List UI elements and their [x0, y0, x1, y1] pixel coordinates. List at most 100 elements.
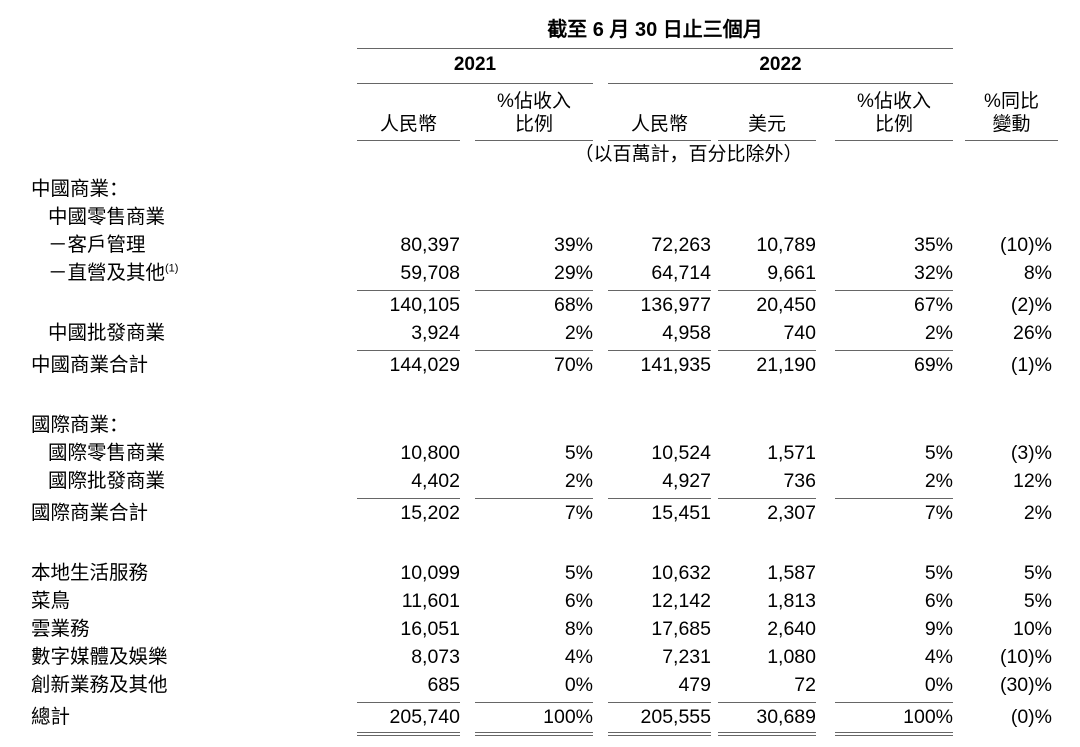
num-cell — [965, 411, 1058, 439]
num-cell: 16,051 — [400, 618, 460, 640]
row-label: 雲業務 — [31, 618, 90, 640]
num-cell: 7% — [564, 502, 593, 524]
row-label: 中國商業： — [31, 178, 129, 200]
table-row: 中國批發商業 3,924 2% 4,958 740 2% 26% — [0, 319, 1080, 351]
row-label: 本地生活服務 — [31, 562, 149, 584]
num-cell: 35% — [913, 234, 953, 256]
num-cell: 64,714 — [608, 259, 711, 291]
num-cell: (2)% — [1010, 294, 1052, 316]
num-cell — [475, 203, 593, 231]
num-cell: 6% — [564, 590, 593, 612]
num-cell: (3)% — [1010, 442, 1052, 464]
table-row: 中國商業合計 144,029 70% 141,935 21,190 69% (1)% — [0, 351, 1080, 379]
row-label: 國際商業： — [31, 414, 129, 436]
num-cell: 10% — [1012, 618, 1052, 640]
num-cell: 0% — [475, 671, 593, 703]
num-cell: 4,958 — [608, 319, 711, 351]
table-row: －直營及其他(1) 59,708 29% 64,714 9,661 32% 8% — [0, 259, 1080, 291]
num-cell: 12% — [1012, 470, 1052, 492]
row-label: 數字媒體及娛樂 — [31, 646, 168, 668]
num-cell: 2% — [475, 319, 593, 351]
column-header-yoy-change: %同比 變動 — [965, 84, 1058, 141]
num-cell — [835, 203, 953, 231]
footnote-ref: (1) — [165, 262, 179, 275]
table-row: 本地生活服務 10,099 5% 10,632 1,587 5% 5% — [0, 559, 1080, 587]
num-cell: 5% — [924, 562, 953, 584]
num-cell: 30,689 — [718, 703, 816, 736]
num-cell: (1)% — [1010, 354, 1052, 376]
row-label: －直營及其他(1) — [48, 262, 179, 284]
num-cell: 141,935 — [640, 354, 712, 376]
num-cell: 2% — [475, 467, 593, 499]
num-cell: 15,451 — [651, 502, 711, 524]
table-row: 菜鳥 11,601 6% 12,142 1,813 6% 5% — [0, 587, 1080, 615]
table-body: 中國商業： 中國零售商業 －客戶管理 80,397 39% 72,263 10,789 35%… — [0, 175, 1080, 736]
num-cell — [718, 175, 816, 203]
row-label: 中國批發商業 — [48, 322, 166, 344]
num-cell: 740 — [718, 319, 816, 351]
num-cell: 17,685 — [651, 618, 711, 640]
table-column-headers: 人民幣 %佔收入 比例 人民幣 美元 %佔收入 比例 %同比 變動 — [0, 84, 1080, 141]
num-cell: 736 — [718, 467, 816, 499]
num-cell: 10,524 — [651, 442, 711, 464]
num-cell: 7,231 — [662, 646, 711, 668]
row-label: 創新業務及其他 — [31, 674, 168, 696]
table-row: 創新業務及其他 685 0% 479 72 0% (30)% — [0, 671, 1080, 703]
num-cell: 5% — [564, 442, 593, 464]
num-cell: 70% — [553, 354, 593, 376]
num-cell: 10,789 — [756, 234, 816, 256]
num-cell: 2% — [1023, 502, 1052, 524]
num-cell: 2,640 — [767, 618, 816, 640]
column-header-pct-share-2022: %佔收入 比例 — [835, 84, 953, 141]
num-cell: 136,977 — [640, 294, 712, 316]
num-cell — [835, 411, 953, 439]
num-cell — [357, 203, 460, 231]
num-cell — [718, 203, 816, 231]
num-cell: 0% — [835, 671, 953, 703]
table-header-years: 2021 2022 — [0, 49, 1080, 84]
num-cell — [475, 411, 593, 439]
table-row: 中國商業： — [0, 175, 1080, 203]
num-cell: 26% — [1012, 322, 1052, 344]
num-cell — [965, 203, 1058, 231]
num-cell: 2% — [835, 467, 953, 499]
num-cell: 1,813 — [767, 590, 816, 612]
table-row: 總計 205,740 100% 205,555 30,689 100% (0)% — [0, 703, 1080, 736]
num-cell: (10)% — [999, 234, 1052, 256]
num-cell: 5% — [564, 562, 593, 584]
num-cell: 68% — [553, 294, 593, 316]
table-row: 數字媒體及娛樂 8,073 4% 7,231 1,080 4% (10)% — [0, 643, 1080, 671]
section-spacer — [0, 527, 1080, 559]
num-cell: 4% — [564, 646, 593, 668]
section-spacer — [0, 379, 1080, 411]
num-cell: 4,402 — [357, 467, 460, 499]
num-cell: 9% — [924, 618, 953, 640]
year-2021-header: 2021 — [357, 49, 593, 84]
num-cell: 1,587 — [767, 562, 816, 584]
num-cell — [608, 411, 711, 439]
num-cell: 1,571 — [767, 442, 816, 464]
row-label: 國際商業合計 — [31, 502, 149, 524]
num-cell: 12,142 — [651, 590, 711, 612]
num-cell: 9,661 — [718, 259, 816, 291]
num-cell — [608, 175, 711, 203]
num-cell: 15,202 — [400, 502, 460, 524]
num-cell: 4,927 — [608, 467, 711, 499]
column-header-usd-2022: 美元 — [718, 84, 816, 141]
row-label: 國際批發商業 — [48, 470, 166, 492]
num-cell: (0)% — [1010, 706, 1052, 728]
column-header-pct-share-2021: %佔收入 比例 — [475, 84, 593, 141]
num-cell: (10)% — [999, 646, 1052, 668]
num-cell: 479 — [608, 671, 711, 703]
table-row: 140,105 68% 136,977 20,450 67% (2)% — [0, 291, 1080, 319]
num-cell: 205,555 — [608, 703, 711, 736]
table-row: 國際商業： — [0, 411, 1080, 439]
num-cell: 1,080 — [767, 646, 816, 668]
period-title: 截至 6 月 30 日止三個月 — [357, 0, 953, 49]
num-cell: 10,099 — [400, 562, 460, 584]
num-cell: 100% — [835, 703, 953, 736]
num-cell: 59,708 — [357, 259, 460, 291]
units-note-row: （以百萬計，百分比除外） — [0, 141, 1080, 169]
num-cell: 5% — [1023, 590, 1052, 612]
